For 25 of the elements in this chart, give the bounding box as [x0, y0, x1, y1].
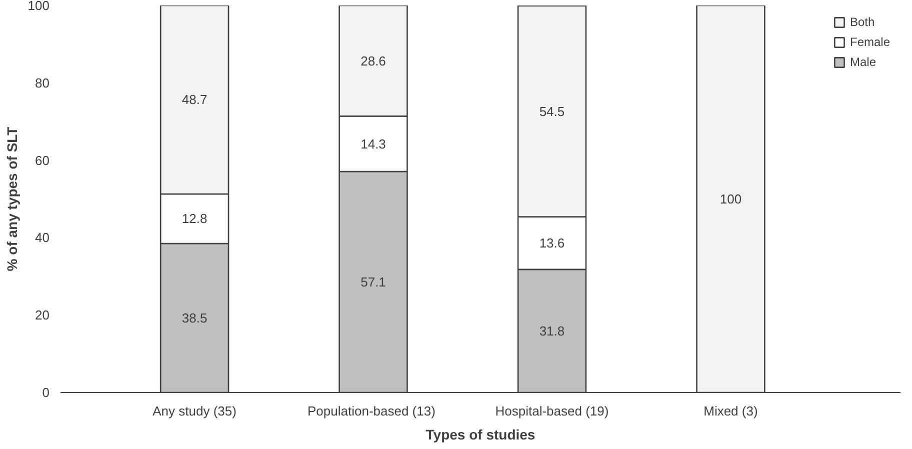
data-label: 13.6 [539, 236, 565, 251]
data-label: 14.3 [360, 136, 386, 152]
data-label: 31.8 [539, 323, 565, 338]
data-label: 38.5 [182, 310, 208, 326]
y-tick-label: 80 [35, 75, 50, 90]
legend-label: Female [850, 35, 890, 49]
data-label: 57.1 [360, 274, 386, 290]
y-tick-label: 60 [35, 152, 50, 168]
y-axis-title: % of any types of SLT [4, 126, 20, 272]
data-label: 12.8 [182, 211, 208, 226]
legend-label: Male [850, 55, 876, 69]
x-tick-label: Any study (35) [152, 404, 236, 418]
y-tick-label: 0 [42, 385, 50, 400]
data-label: 100 [720, 192, 742, 206]
x-tick-label: Mixed (3) [704, 404, 758, 418]
y-tick-label: 100 [28, 0, 50, 13]
data-label: 28.6 [360, 53, 386, 68]
data-label: 54.5 [539, 104, 565, 119]
y-tick-label: 40 [35, 230, 50, 246]
x-axis-title: Types of studies [426, 426, 536, 442]
legend-label: Both [850, 15, 875, 29]
data-label: 48.7 [182, 92, 208, 108]
y-tick-label: 20 [35, 308, 50, 323]
x-tick-label: Population-based (13) [308, 404, 436, 418]
x-tick-label: Hospital-based (19) [495, 404, 609, 418]
